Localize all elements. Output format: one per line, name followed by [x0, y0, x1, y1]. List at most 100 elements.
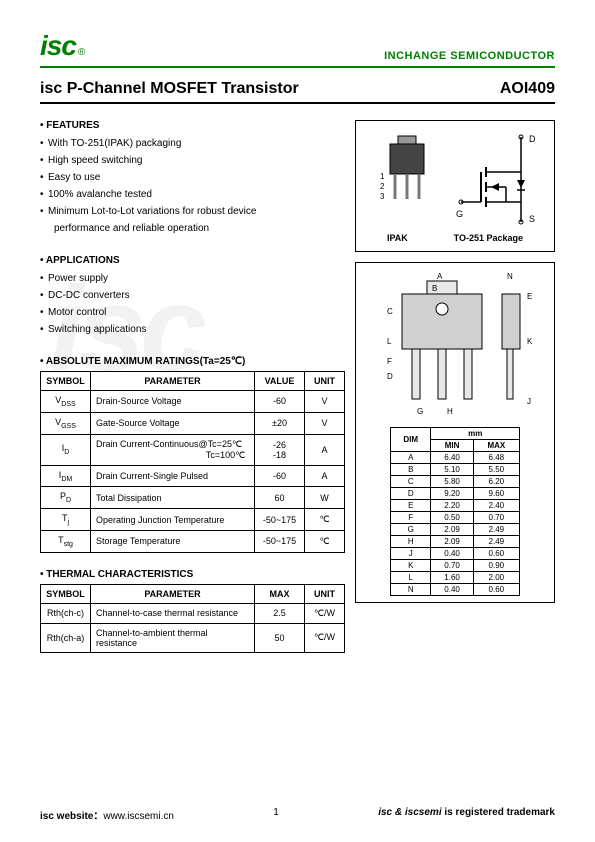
- cell-unit: A: [305, 434, 345, 465]
- cell-unit: V: [305, 412, 345, 434]
- dim-row: J0.400.60: [391, 548, 520, 560]
- svg-text:D: D: [387, 372, 393, 381]
- cell-symbol: Rth(ch-a): [41, 623, 91, 652]
- svg-text:J: J: [527, 397, 531, 406]
- dim-row: L1.602.00: [391, 572, 520, 584]
- cell-param: Gate-Source Voltage: [91, 412, 255, 434]
- svg-text:B: B: [432, 284, 437, 293]
- col-value: VALUE: [255, 372, 305, 391]
- svg-text:H: H: [447, 407, 453, 416]
- cell-param: Total Dissipation: [91, 487, 255, 509]
- part-number: AOI409: [500, 80, 555, 98]
- dim-row: H2.092.49: [391, 536, 520, 548]
- cell-value: -50~175: [255, 509, 305, 531]
- svg-text:L: L: [387, 337, 392, 346]
- package-images: 1 2 3 D: [364, 129, 546, 229]
- cell-unit: V: [305, 391, 345, 413]
- cell-symbol: IDM: [41, 465, 91, 487]
- table-row: PD Total Dissipation 60 W: [41, 487, 345, 509]
- svg-text:E: E: [527, 292, 532, 301]
- table-row: ID Drain Current-Continuous@Tc=25℃ Tc=10…: [41, 434, 345, 465]
- svg-text:F: F: [387, 357, 392, 366]
- footer-trademark: isc & iscsemi is registered trademark: [378, 807, 555, 822]
- cell-unit: A: [305, 465, 345, 487]
- logo-reg: ®: [78, 47, 85, 58]
- brand-name: INCHANGE SEMICONDUCTOR: [384, 50, 555, 62]
- cell-param: Drain Current-Continuous@Tc=25℃ Tc=100℃: [91, 434, 255, 465]
- footer: isc website：www.iscsemi.cn 1 isc & iscse…: [40, 807, 555, 822]
- feature-item: With TO-251(IPAK) packaging: [40, 135, 345, 152]
- cell-unit: ℃: [305, 530, 345, 552]
- left-column: • FEATURES With TO-251(IPAK) packaging H…: [40, 120, 345, 669]
- svg-text:A: A: [437, 272, 443, 281]
- thermal-table: SYMBOL PARAMETER MAX UNIT Rth(ch-c) Chan…: [40, 584, 345, 653]
- dim-row: B5.105.50: [391, 464, 520, 476]
- table-header-row: SYMBOL PARAMETER MAX UNIT: [41, 584, 345, 603]
- cell-param: Operating Junction Temperature: [91, 509, 255, 531]
- app-item: Motor control: [40, 304, 345, 321]
- cell-param: Channel-to-ambient thermal resistance: [91, 623, 255, 652]
- features-heading: • FEATURES: [40, 120, 345, 131]
- table-row: VGSS Gate-Source Voltage ±20 V: [41, 412, 345, 434]
- col-parameter: PARAMETER: [91, 584, 255, 603]
- page-number: 1: [273, 807, 279, 822]
- dim-header: DIM mm: [391, 428, 520, 440]
- content-area: • FEATURES With TO-251(IPAK) packaging H…: [40, 120, 555, 669]
- cell-param: Channel-to-case thermal resistance: [91, 603, 255, 623]
- cell-symbol: PD: [41, 487, 91, 509]
- cell-value: 60: [255, 487, 305, 509]
- ipak-label: IPAK: [387, 233, 408, 243]
- cell-param: Drain Current-Single Pulsed: [91, 465, 255, 487]
- logo-text: isc: [40, 30, 76, 62]
- cell-value: -26 -18: [255, 434, 305, 465]
- logo: isc ®: [40, 30, 85, 62]
- ipak-icon: 1 2 3: [370, 134, 440, 224]
- ratings-table: SYMBOL PARAMETER VALUE UNIT VDSS Drain-S…: [40, 371, 345, 553]
- feature-item: High speed switching: [40, 152, 345, 169]
- table-row: Tj Operating Junction Temperature -50~17…: [41, 509, 345, 531]
- mm-header: mm: [431, 428, 520, 440]
- cell-param: Storage Temperature: [91, 530, 255, 552]
- feature-item: Easy to use: [40, 169, 345, 186]
- dim-row: F0.500.70: [391, 512, 520, 524]
- cell-symbol: ID: [41, 434, 91, 465]
- table-header-row: SYMBOL PARAMETER VALUE UNIT: [41, 372, 345, 391]
- feature-item: 100% avalanche tested: [40, 186, 345, 203]
- svg-text:1: 1: [380, 172, 385, 181]
- thermal-heading: • THERMAL CHARACTERISTICS: [40, 569, 345, 580]
- cell-value: -50~175: [255, 530, 305, 552]
- feature-item-cont: performance and reliable operation: [40, 220, 345, 237]
- table-row: Rth(ch-c) Channel-to-case thermal resist…: [41, 603, 345, 623]
- page-title: isc P-Channel MOSFET Transistor: [40, 80, 299, 98]
- cell-value: -60: [255, 465, 305, 487]
- package-labels: IPAK TO-251 Package: [364, 233, 546, 243]
- dim-row: N0.400.60: [391, 584, 520, 596]
- col-symbol: SYMBOL: [41, 584, 91, 603]
- cell-value: 2.5: [255, 603, 305, 623]
- svg-text:D: D: [529, 134, 536, 144]
- cell-unit: ℃/W: [305, 623, 345, 652]
- dim-row: D9.209.60: [391, 488, 520, 500]
- title-row: isc P-Channel MOSFET Transistor AOI409: [40, 80, 555, 98]
- max-col: MAX: [473, 440, 519, 452]
- header: isc ® INCHANGE SEMICONDUCTOR: [40, 30, 555, 62]
- svg-text:G: G: [417, 407, 423, 416]
- cell-param: Drain-Source Voltage: [91, 391, 255, 413]
- dimension-drawing: A B C D E F G H J K L N: [362, 269, 548, 419]
- table-row: Rth(ch-a) Channel-to-ambient thermal res…: [41, 623, 345, 652]
- features-list: With TO-251(IPAK) packaging High speed s…: [40, 135, 345, 237]
- ratings-heading: • ABSOLUTE MAXIMUM RATINGS(Ta=25℃): [40, 356, 345, 367]
- app-item: Switching applications: [40, 321, 345, 338]
- cell-value: ±20: [255, 412, 305, 434]
- cell-symbol: Tj: [41, 509, 91, 531]
- dimensions-table: DIM mm MIN MAX A6.406.48 B5.105.50 C5.80…: [390, 427, 520, 596]
- col-unit: UNIT: [305, 584, 345, 603]
- cell-symbol: VDSS: [41, 391, 91, 413]
- mosfet-symbol-icon: D G: [451, 132, 541, 227]
- app-item: DC-DC converters: [40, 287, 345, 304]
- applications-list: Power supply DC-DC converters Motor cont…: [40, 270, 345, 338]
- col-unit: UNIT: [305, 372, 345, 391]
- cell-value: -60: [255, 391, 305, 413]
- svg-text:2: 2: [380, 182, 385, 191]
- dim-row: K0.700.90: [391, 560, 520, 572]
